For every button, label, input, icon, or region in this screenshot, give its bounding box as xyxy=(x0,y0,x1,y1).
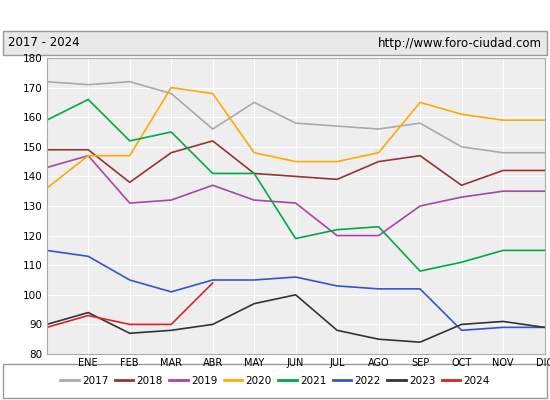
Text: http://www.foro-ciudad.com: http://www.foro-ciudad.com xyxy=(378,36,542,50)
Legend: 2017, 2018, 2019, 2020, 2021, 2022, 2023, 2024: 2017, 2018, 2019, 2020, 2021, 2022, 2023… xyxy=(56,372,494,390)
Text: 2017 - 2024: 2017 - 2024 xyxy=(8,36,80,50)
Text: Evolucion del paro registrado en Cabeza la Vaca: Evolucion del paro registrado en Cabeza … xyxy=(98,8,452,22)
